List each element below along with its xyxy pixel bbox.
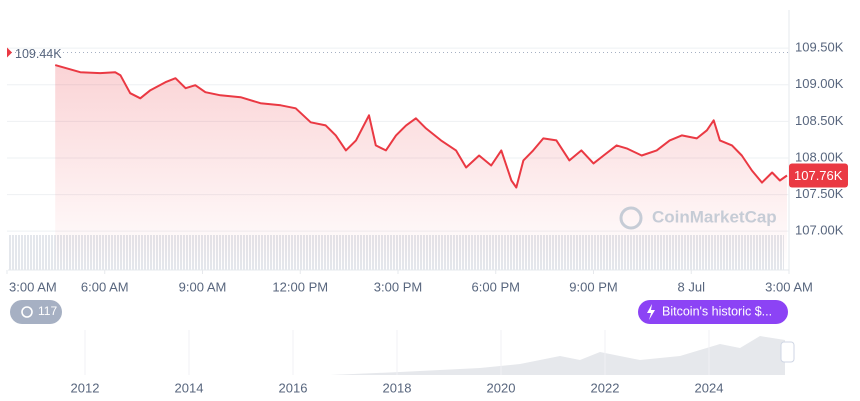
x-tick-label: 6:00 AM <box>81 279 129 294</box>
navigator-year: 2022 <box>591 380 620 395</box>
news-text: Bitcoin's historic $... <box>662 304 772 318</box>
price-line <box>54 64 788 189</box>
plot <box>7 47 789 270</box>
x-tick-label: 9:00 AM <box>179 279 227 294</box>
y-tick-label: 108.00K <box>795 149 844 164</box>
y-tick-label: 109.50K <box>795 40 844 55</box>
bolt-icon <box>647 304 655 320</box>
x-tick-label: 3:00 AM <box>765 279 813 294</box>
navigator-year: 2020 <box>487 380 516 395</box>
area-fill <box>55 65 788 270</box>
navigator-area <box>330 336 785 375</box>
x-tick-label: 6:00 PM <box>472 279 520 294</box>
current-price-badge <box>789 163 848 188</box>
y-tick-label: 108.50K <box>795 113 844 128</box>
reference-label: 109.44K <box>15 47 62 61</box>
count-text: 117 <box>38 304 57 318</box>
current-price-label: 107.76K <box>794 168 843 183</box>
navigator-year: 2016 <box>279 380 308 395</box>
navigator-year: 2018 <box>383 380 412 395</box>
history-icon <box>21 306 33 318</box>
navigator: 2012 2014 2016 2018 2020 2022 2024 <box>71 330 795 395</box>
news-button[interactable] <box>638 300 788 324</box>
count-badge[interactable] <box>10 300 62 324</box>
watermark-logo <box>619 206 643 230</box>
navigator-year: 2012 <box>71 380 100 395</box>
navigator-year: 2024 <box>695 380 724 395</box>
x-tick-label: 3:00 PM <box>374 279 422 294</box>
watermark: CoinMarketCap <box>652 207 777 226</box>
navigator-year: 2014 <box>175 380 204 395</box>
y-tick-label: 107.00K <box>795 223 844 238</box>
x-tick-label: 9:00 PM <box>569 279 617 294</box>
reference-marker <box>7 47 12 58</box>
x-tick-label: 12:00 PM <box>272 279 328 294</box>
y-tick-label: 109.00K <box>795 76 844 91</box>
x-tick-label: 8 Jul <box>678 279 706 294</box>
x-tick-label: 3:00 AM <box>9 279 57 294</box>
navigator-handle[interactable] <box>780 341 795 363</box>
y-tick-label: 107.50K <box>795 186 844 201</box>
